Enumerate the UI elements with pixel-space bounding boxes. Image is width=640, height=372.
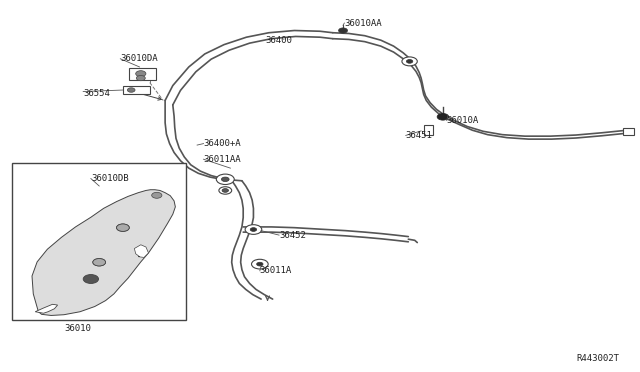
Circle shape — [136, 71, 146, 77]
Text: 36010A: 36010A — [447, 116, 479, 125]
Bar — [123, 86, 150, 94]
Bar — [129, 68, 156, 80]
Text: 36011A: 36011A — [260, 266, 292, 275]
Circle shape — [116, 224, 129, 231]
Bar — [12, 163, 186, 320]
Circle shape — [136, 76, 145, 81]
Circle shape — [245, 225, 262, 234]
Circle shape — [250, 228, 257, 231]
Circle shape — [437, 113, 449, 120]
Circle shape — [221, 177, 229, 182]
Circle shape — [116, 224, 129, 231]
Text: 36011AA: 36011AA — [204, 155, 241, 164]
Circle shape — [257, 262, 263, 266]
Text: 36010AA: 36010AA — [344, 19, 382, 28]
Circle shape — [152, 192, 162, 198]
Text: 36400: 36400 — [266, 36, 292, 45]
Text: 36554: 36554 — [83, 89, 110, 98]
Circle shape — [216, 174, 234, 185]
Circle shape — [339, 28, 348, 33]
Circle shape — [406, 60, 413, 63]
Text: 36452: 36452 — [279, 231, 306, 240]
Circle shape — [93, 259, 106, 266]
Text: 36010: 36010 — [64, 324, 91, 333]
Circle shape — [252, 259, 268, 269]
Text: 36400+A: 36400+A — [204, 139, 241, 148]
Polygon shape — [134, 245, 148, 257]
Circle shape — [219, 187, 232, 194]
Circle shape — [222, 189, 228, 192]
Bar — [424, 125, 433, 135]
Text: R443002T: R443002T — [576, 354, 619, 363]
Polygon shape — [35, 304, 58, 313]
Circle shape — [402, 57, 417, 66]
Circle shape — [127, 88, 135, 92]
Text: 36451: 36451 — [406, 131, 433, 140]
Text: 36010DA: 36010DA — [120, 54, 158, 63]
Text: 36010DB: 36010DB — [91, 174, 129, 183]
Bar — [623, 128, 634, 135]
Polygon shape — [32, 190, 175, 315]
Circle shape — [83, 275, 99, 283]
Circle shape — [93, 259, 106, 266]
